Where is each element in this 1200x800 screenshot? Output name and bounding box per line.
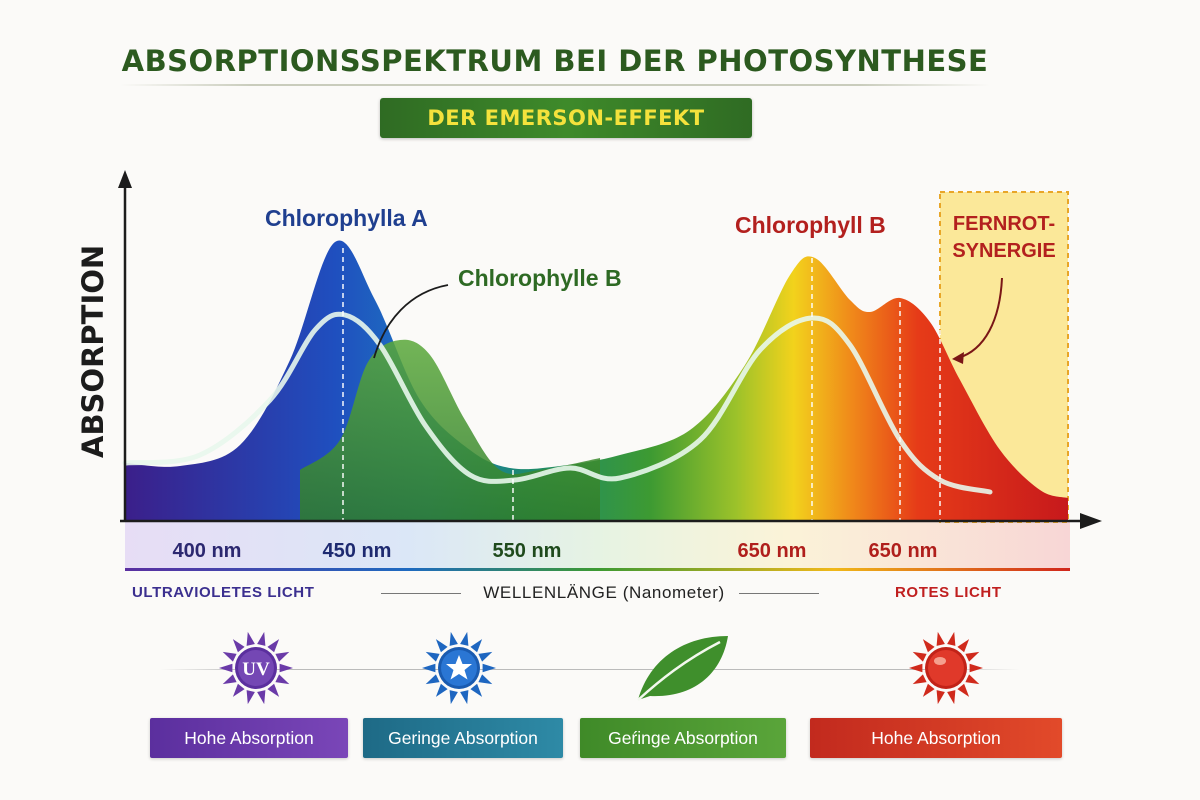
sun-ray <box>219 663 233 673</box>
sun-ray <box>435 639 448 653</box>
legend-badge-red: Hohe Absorption <box>810 718 1062 758</box>
caption-dash-right <box>738 592 819 594</box>
sun-ray <box>246 631 255 646</box>
chlorophyll-b-red-label: Chlorophyll B <box>735 212 886 238</box>
sun-ray <box>257 631 266 646</box>
chlorophyll-b-green-area <box>300 339 600 521</box>
sun-ray <box>936 631 945 646</box>
red-sun-icon <box>906 628 986 708</box>
sun-ray <box>470 683 483 697</box>
fernrot-label-line1: FERNROT- <box>953 213 1055 235</box>
sun-ray <box>435 683 448 697</box>
sun-ray <box>267 683 280 697</box>
sun-ray <box>969 663 983 673</box>
legend-badge-blue: Geringe Absorption <box>363 718 563 758</box>
y-axis-arrow <box>118 170 132 188</box>
sun-ray <box>246 690 255 705</box>
sun-ray <box>222 651 237 662</box>
uv-light-label: ULTRAVIOLETES LICHT <box>132 584 315 601</box>
sun-ray <box>965 674 980 685</box>
legend-divider <box>160 669 1020 670</box>
sun-ray <box>957 639 970 653</box>
sun-ray <box>936 690 945 705</box>
tick-label: 450 nm <box>323 540 392 562</box>
sun-ray <box>912 651 927 662</box>
chlorophyll-b-curve <box>122 311 993 495</box>
title-divider <box>120 84 990 86</box>
blue-star-sun-icon <box>419 628 499 708</box>
fernrot-pointer <box>957 277 1003 359</box>
sun-ray <box>449 631 458 646</box>
sun-ray <box>232 639 245 653</box>
sun-ray <box>267 639 280 653</box>
sun-ray <box>232 683 245 697</box>
page-title: ABSORPTIONSSPEKTRUM BEI DER PHOTOSYNTHES… <box>121 44 989 78</box>
sun-ray <box>275 651 290 662</box>
uv-icon-text: UV <box>242 659 270 680</box>
sun-ray <box>279 663 293 673</box>
chlorophylle-b-pointer <box>373 284 449 359</box>
chlorophyll-b-green-label: Chlorophylle B <box>458 265 622 291</box>
sun-ray <box>470 639 483 653</box>
sun-ray <box>922 639 935 653</box>
sun-ray <box>482 663 496 673</box>
sun-ray <box>478 674 493 685</box>
legend-badge-green: Geŕinge Absorption <box>580 718 786 758</box>
subtitle-text: DER EMERSON-EFFEKT <box>427 106 705 130</box>
fernrot-pointer-head <box>952 352 964 364</box>
tick-label: 400 nm <box>173 540 242 562</box>
sun-ray <box>957 683 970 697</box>
tick-label: 550 nm <box>493 540 562 562</box>
sun-ray <box>257 690 266 705</box>
red-light-label: ROTES LICHT <box>895 584 1002 601</box>
sun-ray <box>422 663 436 673</box>
x-axis-caption: WELLENLÄNGE (Nanometer) <box>0 583 1200 603</box>
sun-ray <box>478 651 493 662</box>
x-axis-label: WELLENLÄNGE (Nanometer) <box>483 583 725 602</box>
sun-ray <box>275 674 290 685</box>
tick-label: 650 nm <box>738 540 807 562</box>
wavelength-band-rule <box>125 568 1070 571</box>
x-axis-arrow <box>1080 513 1102 529</box>
subtitle-banner: DER EMERSON-EFFEKT <box>380 98 752 138</box>
leaf-icon <box>630 628 728 708</box>
sun-ray <box>460 631 469 646</box>
sun-ray <box>222 674 237 685</box>
uv-sun-icon: UV <box>216 628 296 708</box>
sun-ray <box>449 690 458 705</box>
tick-label: 650 nm <box>869 540 938 562</box>
sun-ray <box>947 631 956 646</box>
sun-ray <box>965 651 980 662</box>
y-axis-label: ABSORPTION <box>76 245 110 458</box>
sun-ray <box>912 674 927 685</box>
fernrot-label-line2: SYNERGIE <box>952 240 1055 262</box>
sun-ray <box>460 690 469 705</box>
sun-ray <box>909 663 923 673</box>
sun-ray <box>425 651 440 662</box>
sun-ray <box>425 674 440 685</box>
wavelength-markers <box>342 248 941 521</box>
legend-badge-uv: Hohe Absorption <box>150 718 348 758</box>
wavelength-band <box>125 522 1070 568</box>
chlorophyll-a-label: Chlorophylla A <box>265 205 428 231</box>
sun-ray <box>947 690 956 705</box>
caption-dash-left <box>381 592 462 594</box>
sun-ray <box>922 683 935 697</box>
